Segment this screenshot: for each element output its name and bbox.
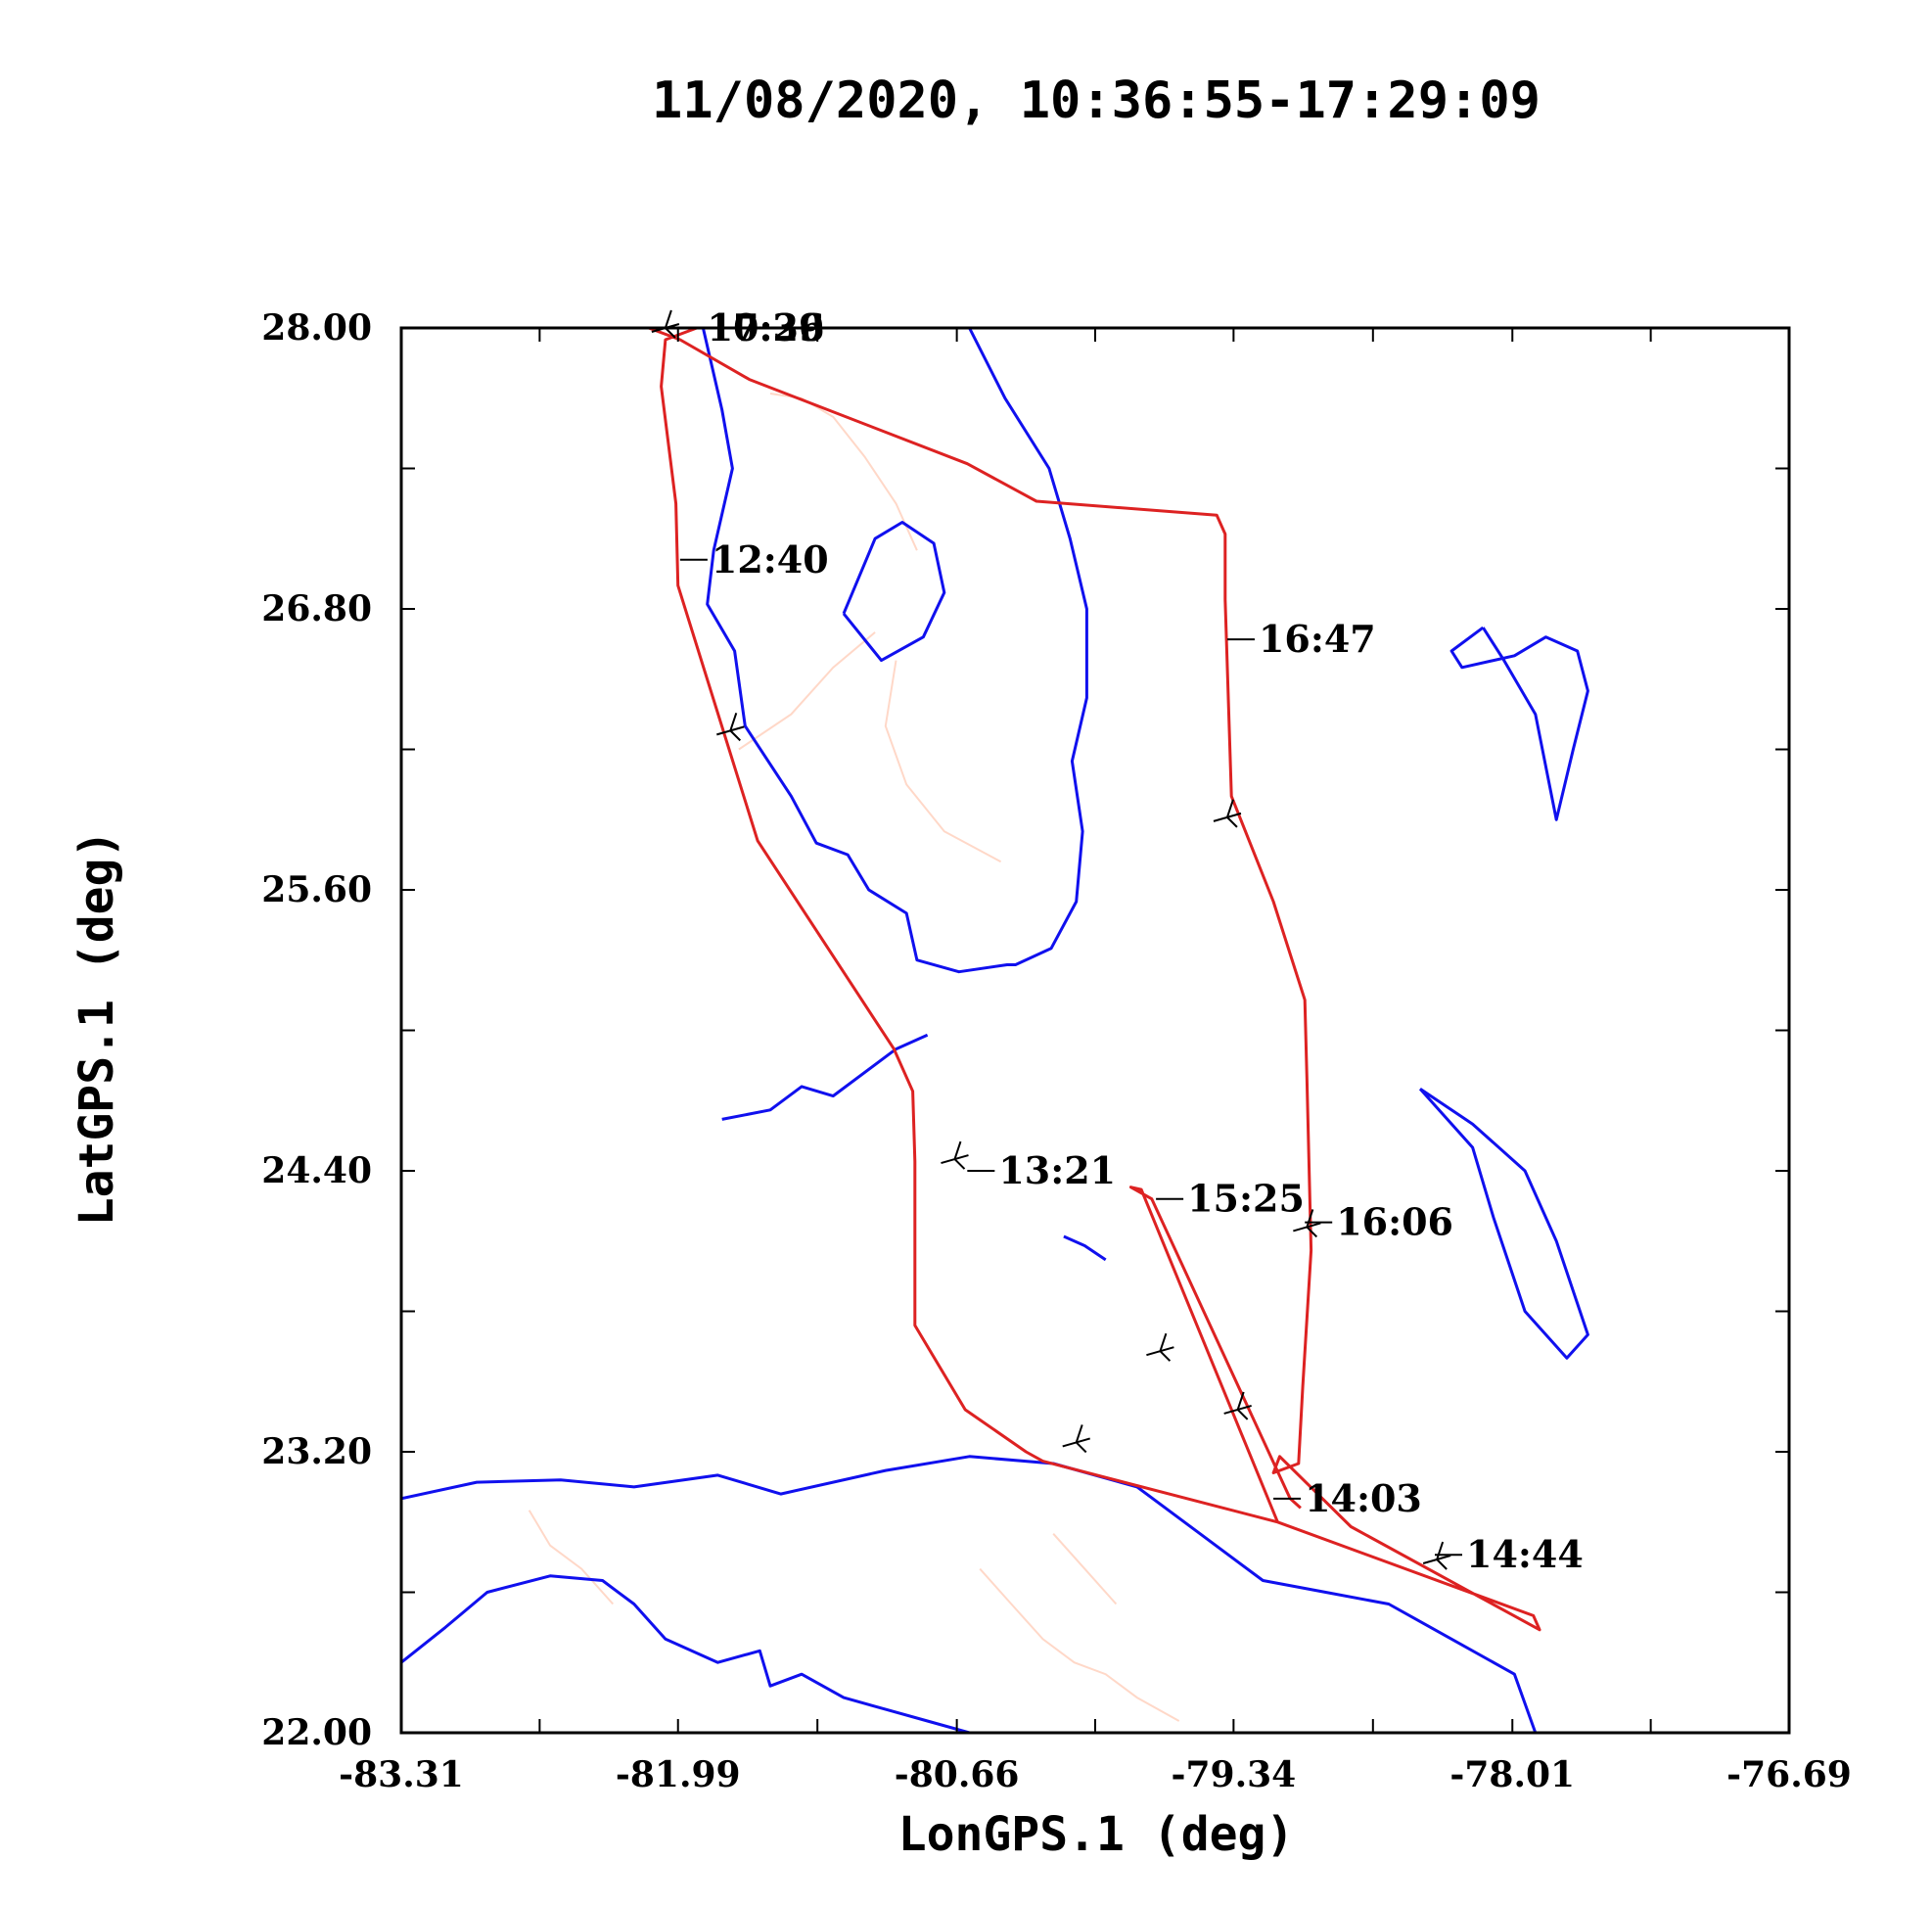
y-tick-label: 23.20 xyxy=(261,1431,372,1472)
y-tick-label: 28.00 xyxy=(261,307,372,349)
time-marker-label: 12:40 xyxy=(712,537,829,581)
y-tick-label: 26.80 xyxy=(261,588,372,629)
x-tick-label: -83.31 xyxy=(339,1754,464,1795)
wind-barb xyxy=(1146,1332,1174,1362)
coastline xyxy=(842,521,946,663)
x-axis-label: LonGPS.1 (deg) xyxy=(898,1807,1295,1862)
river-line xyxy=(884,660,1002,863)
river-line xyxy=(1052,1533,1118,1605)
time-marker-layer: 12:4013:2114:0314:4415:2516:0616:4717:29… xyxy=(675,305,1584,1576)
wind-barb xyxy=(1293,1209,1321,1238)
time-marker-label: 13:21 xyxy=(998,1148,1116,1192)
wind-barb xyxy=(1422,1541,1451,1570)
coastline xyxy=(721,1033,929,1121)
wind-barb-layer xyxy=(651,309,1451,1570)
x-tick-label: -80.66 xyxy=(895,1754,1020,1795)
coastline xyxy=(401,1574,1012,1733)
wind-barb xyxy=(1223,1391,1252,1420)
flight-track-return-leg xyxy=(1128,1186,1302,1523)
plot-frame xyxy=(399,326,1791,1735)
x-tick-label: -76.69 xyxy=(1726,1754,1852,1795)
time-marker-label: 16:47 xyxy=(1259,617,1376,661)
river-line xyxy=(979,1567,1180,1722)
wind-barb xyxy=(941,1140,969,1170)
river-line xyxy=(528,1510,615,1605)
x-tick-label: -78.01 xyxy=(1449,1754,1575,1795)
y-axis-label: LatGPS.1 (deg) xyxy=(69,830,124,1227)
coastline xyxy=(701,328,1088,974)
wind-barb xyxy=(1213,799,1242,828)
coastline xyxy=(1449,626,1589,821)
x-tick-label: -81.99 xyxy=(616,1754,741,1795)
time-marker-label: 14:03 xyxy=(1305,1476,1422,1520)
wind-barb xyxy=(1062,1424,1090,1454)
x-tick-label: -79.34 xyxy=(1172,1754,1297,1795)
coastline xyxy=(1063,1234,1107,1262)
wind-barb xyxy=(716,713,745,742)
time-marker-label: 16:06 xyxy=(1336,1200,1453,1244)
track-layer xyxy=(648,328,1541,1632)
time-marker-label: 14:44 xyxy=(1466,1532,1584,1576)
y-tick-label: 24.40 xyxy=(261,1150,372,1191)
time-marker-label: 15:25 xyxy=(1187,1177,1305,1221)
axis-ticks: -83.31 -81.99 -80.66 -79.34 -78.01 -76.69 22.0… xyxy=(261,307,1852,1795)
chart-title: 11/08/2020, 10:36:55-17:29:09 xyxy=(652,71,1541,130)
y-tick-label: 25.60 xyxy=(261,869,372,910)
y-tick-label: 22.00 xyxy=(261,1712,372,1753)
map-layer xyxy=(401,328,1589,1733)
coastline xyxy=(1418,1088,1589,1360)
river-line xyxy=(738,631,876,751)
flight-track-line xyxy=(648,328,1541,1632)
